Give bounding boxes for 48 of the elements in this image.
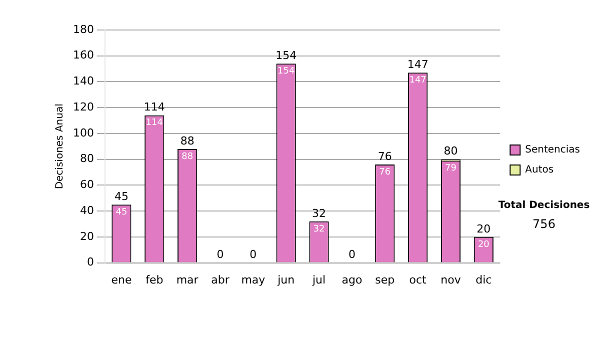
total-label: 80 xyxy=(444,144,458,158)
y-tick-label: 160 xyxy=(72,48,94,62)
x-tick-label: jun xyxy=(276,273,295,286)
y-tick-label: 60 xyxy=(80,178,94,192)
total-label: 45 xyxy=(114,190,128,203)
total-label: 32 xyxy=(312,206,326,220)
data-label: 20 xyxy=(478,240,490,250)
x-tick-label: feb xyxy=(146,273,164,286)
y-axis-title: Decisiones Anual xyxy=(54,104,66,190)
total-label: 0 xyxy=(250,248,257,262)
total-label: 0 xyxy=(348,248,356,262)
x-tick-label: abr xyxy=(211,273,230,286)
data-label: 32 xyxy=(313,224,325,234)
data-label: 45 xyxy=(116,207,128,218)
y-tick-label: 40 xyxy=(80,204,94,217)
y-tick-label: 120 xyxy=(72,100,94,114)
x-tick-label: nov xyxy=(440,273,462,286)
x-tick-label: ago xyxy=(342,273,362,286)
data-label: 79 xyxy=(445,163,457,174)
total-label: 154 xyxy=(276,48,297,62)
total-label: 88 xyxy=(180,134,194,148)
x-tick-label: may xyxy=(241,273,266,286)
x-tick-label: mar xyxy=(176,273,199,286)
y-tick-label: 180 xyxy=(72,22,94,36)
data-label: 88 xyxy=(182,152,194,162)
data-label: 154 xyxy=(278,66,295,76)
total-label: 147 xyxy=(407,58,428,72)
total-label: 20 xyxy=(476,222,491,236)
y-tick-label: 0 xyxy=(86,256,94,269)
data-label: 76 xyxy=(379,167,391,178)
total-label: 114 xyxy=(144,100,165,114)
x-tick-label: dic xyxy=(476,273,492,286)
x-tick-label: jul xyxy=(311,273,326,286)
annotation: Total Decisiones xyxy=(497,200,591,211)
x-tick-label: ene xyxy=(111,273,132,286)
y-tick-label: 80 xyxy=(80,152,94,166)
total-label: 76 xyxy=(378,150,392,163)
y-tick-label: 140 xyxy=(72,74,94,88)
x-tick-label: oct xyxy=(409,273,428,286)
legend-label: Autos xyxy=(525,164,554,176)
y-tick-label: 20 xyxy=(80,230,94,243)
data-label: 114 xyxy=(146,118,164,128)
legend-label: Sentencias xyxy=(525,144,580,156)
x-tick-label: sep xyxy=(375,273,395,286)
data-label: 147 xyxy=(409,76,426,86)
total-label: 0 xyxy=(216,248,224,262)
text: 756 xyxy=(532,217,556,231)
y-tick-label: 100 xyxy=(72,126,94,140)
